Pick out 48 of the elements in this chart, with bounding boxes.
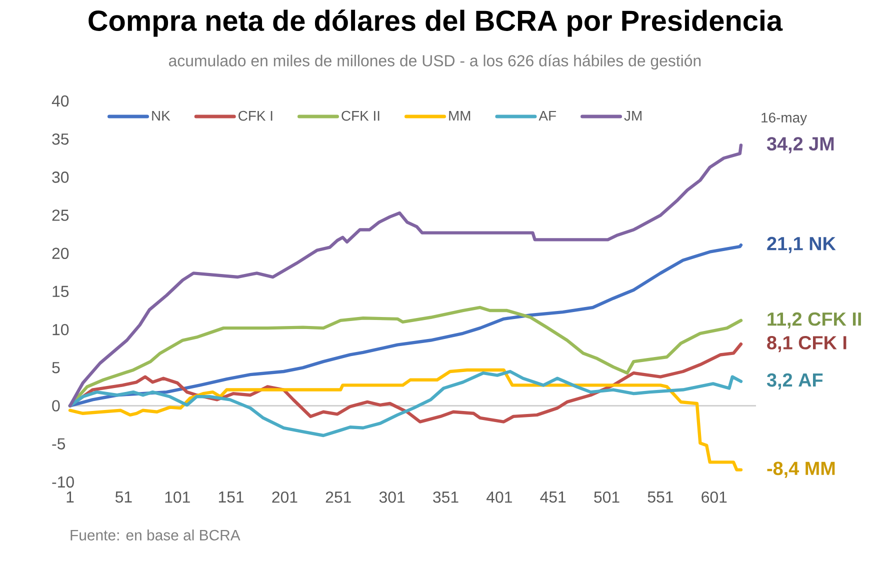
x-tick-label: 251 xyxy=(326,492,351,503)
data-label: 3,2 xyxy=(766,373,792,390)
chart-title: Compra neta de dólares del BCRA por Presidencia xyxy=(88,10,783,37)
legend-label: NK xyxy=(152,110,170,121)
x-tick-label: 551 xyxy=(648,492,673,503)
text: AF xyxy=(798,374,823,387)
line-series xyxy=(68,370,743,438)
legend-label: MM xyxy=(449,110,470,121)
x-tick-label: 51 xyxy=(115,492,132,503)
y-tick-label: 10 xyxy=(52,324,69,336)
x-tick-label: 101 xyxy=(165,492,190,503)
text: CFK I xyxy=(798,336,846,350)
data-label: 21,1 xyxy=(767,236,803,254)
x-tick-label: 601 xyxy=(702,492,727,503)
legend-label: JM xyxy=(624,110,642,121)
y-tick-label: 30 xyxy=(52,172,69,183)
legend-label: AF xyxy=(538,110,556,121)
x-tick-label: 351 xyxy=(433,492,458,503)
x-tick-label: 151 xyxy=(218,492,244,503)
data-label: -8,4 xyxy=(767,462,800,478)
x-tick-label: 201 xyxy=(272,492,298,503)
chart-subtitle: acumulado en miles de millones de USD - a los 626 días hábiles de gestión xyxy=(168,54,701,70)
y-tick-label: 0 xyxy=(52,400,60,412)
source-note: Fuente: en base al BCRA xyxy=(70,530,240,540)
data-label: 8,1 xyxy=(767,336,792,352)
text: CFK II xyxy=(808,312,861,326)
data-label: 34,2 xyxy=(766,137,803,154)
y-tick-label: 20 xyxy=(52,248,69,260)
text: NK xyxy=(810,237,836,250)
y-tick-label: 5 xyxy=(52,362,60,374)
x-tick-label: 301 xyxy=(379,492,405,503)
y-tick-label: -5 xyxy=(52,438,66,450)
x-tick-label: 501 xyxy=(594,492,620,503)
data-label: 11,2 xyxy=(768,312,802,329)
y-tick-label: 35 xyxy=(52,133,69,145)
y-tick-label: 25 xyxy=(52,210,69,221)
text: 16-may xyxy=(762,112,808,126)
y-tick-label: 40 xyxy=(52,95,69,107)
x-tick-label: 401 xyxy=(486,492,512,503)
legend-label: CFK II xyxy=(342,110,380,121)
line-series xyxy=(68,144,743,408)
x-tick-label: 451 xyxy=(540,492,566,503)
y-tick-label: 15 xyxy=(52,286,69,298)
legend-label: CFK I xyxy=(238,110,272,121)
y-tick-label: -10 xyxy=(52,476,74,488)
x-tick-label: 1 xyxy=(66,492,74,502)
text: JM xyxy=(808,137,834,151)
text: MM xyxy=(806,462,835,475)
